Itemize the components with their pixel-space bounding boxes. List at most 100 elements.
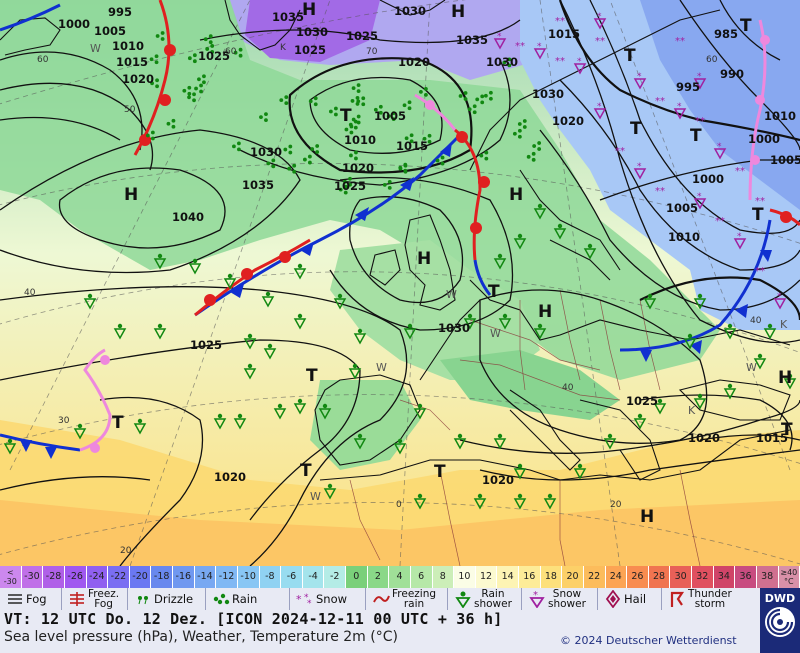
- low-pressure-center: T: [488, 282, 500, 302]
- rain-symbol: [512, 128, 522, 139]
- africa-hot: [0, 500, 800, 566]
- rain-symbol: [502, 57, 512, 68]
- temperature-scale-swatch: 0: [346, 566, 368, 588]
- rain-symbol: [343, 176, 352, 187]
- rain-symbol: [356, 96, 366, 107]
- snow-symbol: **: [755, 266, 765, 277]
- low-pressure-center: T: [630, 119, 642, 139]
- temperature-scale-swatch: -2: [324, 566, 346, 588]
- grid-label: 30: [58, 416, 70, 426]
- temperature-scale-label: <: [6, 568, 14, 577]
- rain-shower-symbol: [553, 223, 567, 240]
- rain-shower-symbol: [643, 293, 657, 310]
- svg-text:*: *: [597, 12, 602, 22]
- rain-symbol: [402, 100, 412, 111]
- legend-drizzle: Drizzle: [128, 588, 206, 610]
- svg-text:**: **: [515, 41, 525, 52]
- scandinavia-coast: [469, 9, 721, 271]
- temperature-scale-label: ≥40: [780, 568, 798, 577]
- rain-shower-symbol: [333, 293, 347, 310]
- low-pressure-center: T: [781, 420, 793, 440]
- rain-shower-symbol: [473, 493, 487, 510]
- svg-text:*: *: [307, 599, 312, 608]
- weather-legend: Fog Freez. Fog Drizzle Rain * * * Snow Free…: [0, 588, 800, 610]
- snow-symbol: **: [515, 41, 525, 52]
- rain-shower-symbol: [213, 413, 227, 430]
- temperature-scale-label: -30: [3, 577, 17, 586]
- svg-text:**: **: [755, 266, 765, 277]
- grid-label: 60: [706, 55, 718, 65]
- rain-shower-symbol: [293, 313, 307, 330]
- snow-shower-symbol: *: [693, 72, 707, 90]
- rain-shower-symbol: [353, 433, 367, 450]
- green-north-atlantic: [0, 0, 720, 380]
- legend-rain-shower: Rain shower: [448, 588, 522, 610]
- rain-shower-icon: [455, 591, 471, 608]
- legend-freezing-fog-line1: Freez.: [88, 588, 120, 600]
- rain-symbol: [386, 111, 396, 122]
- grid-label: K: [280, 43, 287, 53]
- alps-green: [440, 350, 620, 420]
- rain-shower-symbol: [188, 258, 202, 275]
- wind-label: W: [746, 361, 757, 374]
- snow-shower-symbol: *: [633, 162, 647, 180]
- rain-symbol: [404, 133, 414, 144]
- pressure-centers: H H H H H H H H T T T T T T T T T T T T: [112, 0, 793, 527]
- svg-text:**: **: [555, 16, 565, 27]
- wind-label: W: [90, 42, 101, 55]
- isobar-label: 1020: [482, 473, 514, 487]
- cool-western-europe: [330, 240, 540, 380]
- legend-rain-shower-line1: Rain: [481, 588, 505, 600]
- rain-symbol: [479, 150, 489, 161]
- isobar-label: 1030: [486, 55, 518, 69]
- rain-symbol: [145, 130, 155, 141]
- snow-symbol: **: [555, 16, 565, 27]
- high-pressure-center: H: [778, 368, 792, 388]
- svg-text:*: *: [717, 142, 722, 152]
- rain-symbol: [302, 154, 312, 165]
- france-coast: [419, 299, 481, 381]
- warm-front-north-sea: [454, 128, 482, 261]
- legend-rain-shower-line2: shower: [474, 598, 512, 610]
- temperature-scale-swatch: 18: [540, 566, 563, 588]
- iceland-coast: [0, 17, 61, 56]
- svg-text:*: *: [296, 593, 302, 606]
- rain-shower-symbol: [583, 243, 597, 260]
- rain-shower-symbol: [113, 323, 127, 340]
- isobar-label: 1020: [688, 431, 720, 445]
- rain-symbol: [382, 179, 392, 190]
- isobar-label: 995: [676, 80, 700, 94]
- temperature-scale-swatch: ≥40 °C: [778, 566, 800, 588]
- rain-symbol: [259, 112, 268, 123]
- low-pressure-center: T: [434, 462, 446, 482]
- isobar-label: 1005: [94, 24, 126, 38]
- legend-drizzle-label: Drizzle: [154, 591, 194, 606]
- svg-text:**: **: [555, 56, 565, 67]
- temperature-scale-swatch: 14: [497, 566, 519, 588]
- rain-symbol: [349, 150, 358, 161]
- rain-shower-symbol: [693, 393, 707, 410]
- coastlines: [0, 0, 791, 481]
- svg-text:**: **: [715, 216, 725, 227]
- rain-shower-symbol: [293, 263, 307, 280]
- temperature-scale-swatch: 4: [389, 566, 411, 588]
- isobar-label: 985: [714, 27, 738, 41]
- snow-shower-symbol: *: [633, 72, 647, 90]
- rain-symbol: [155, 31, 165, 41]
- iberia-coast: [314, 374, 421, 466]
- temperature-scale-swatch: -24: [86, 566, 109, 588]
- legend-hail-label: Hail: [624, 591, 647, 606]
- isobar-label: 1020: [552, 114, 584, 128]
- rain-shower-symbol: [153, 253, 167, 270]
- isobar-label: 1010: [764, 109, 796, 123]
- high-pressure-center: H: [302, 0, 316, 20]
- rain-symbol: [150, 78, 159, 89]
- rain-shower-symbol: [413, 403, 427, 420]
- rain-shower-symbol: [73, 423, 87, 440]
- svg-text:**: **: [595, 36, 605, 47]
- rain-shower-symbol: [353, 328, 367, 345]
- svg-text:*: *: [597, 102, 602, 112]
- rain-shower-symbol: [723, 323, 737, 340]
- isobar-label: 1035: [272, 10, 304, 24]
